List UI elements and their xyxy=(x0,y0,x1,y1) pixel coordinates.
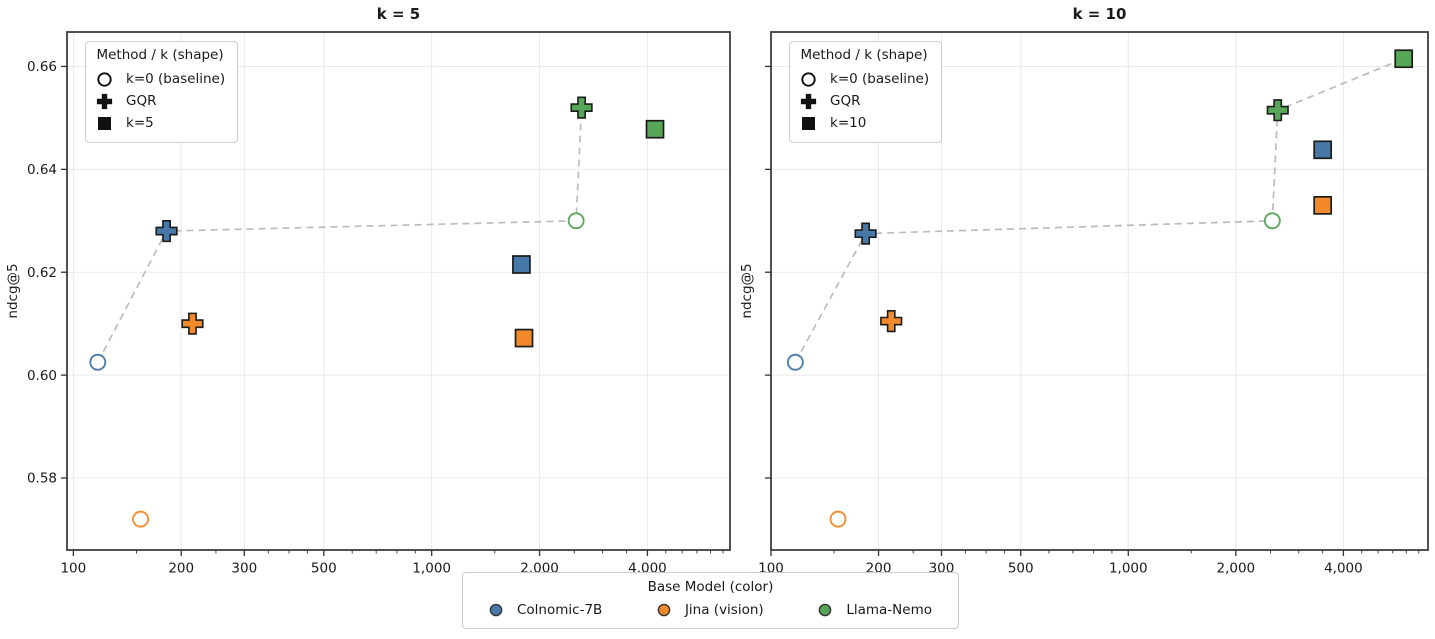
legend-title: Method / k (shape) xyxy=(800,47,928,63)
legend-item-k: k=5 xyxy=(95,113,225,135)
plot-frame xyxy=(770,31,1429,551)
data-point-circle xyxy=(89,353,107,371)
data-point-plus xyxy=(181,312,204,335)
y-axis-label: ndcg@5 xyxy=(5,263,21,318)
data-point-plus xyxy=(880,309,903,333)
plus-marker-icon xyxy=(96,93,113,110)
legend-item-gqr: GQR xyxy=(799,91,929,113)
legend-item-label: GQR xyxy=(830,92,861,109)
x-tick-label: 2,000 xyxy=(1217,561,1256,577)
legend-item-label: k=0 (baseline) xyxy=(830,70,930,87)
y-tick-label: 0.62 xyxy=(27,265,57,281)
y-tick-label: 0.58 xyxy=(27,471,57,487)
x-tick-label: 500 xyxy=(1008,561,1034,577)
legend-title: Method / k (shape) xyxy=(96,47,224,63)
legend-item-jina: Jina (vision) xyxy=(657,602,764,618)
legend-item-baseline: k=0 (baseline) xyxy=(799,69,929,91)
y-axis-label: ndcg@5 xyxy=(739,263,755,318)
legend-item-label: k=5 xyxy=(126,114,154,131)
legend-item-k: k=10 xyxy=(799,113,929,135)
circle-marker-icon xyxy=(801,72,816,87)
legend-item-label: k=0 (baseline) xyxy=(126,70,226,87)
x-tick-label: 1,000 xyxy=(1109,561,1148,577)
data-point-circle xyxy=(132,510,149,528)
pareto-frontier-line xyxy=(97,107,583,363)
circle-marker-icon xyxy=(97,72,112,87)
llama-color-dot-icon xyxy=(819,603,832,617)
legend-title: Base Model (color) xyxy=(647,579,774,595)
jina-color-dot-icon xyxy=(657,603,671,617)
x-tick-label: 300 xyxy=(231,561,257,577)
x-tick-label: 4,000 xyxy=(1324,561,1363,577)
data-point-plus xyxy=(854,222,877,245)
panel-title: k = 5 xyxy=(377,5,420,23)
data-point-plus xyxy=(1266,99,1289,122)
data-point-circle xyxy=(1263,212,1281,230)
data-point-square xyxy=(1313,140,1333,160)
data-point-square xyxy=(645,119,665,139)
data-point-plus xyxy=(155,219,178,243)
legend-base-model: Base Model (color) Colnomic-7B Jina (vis… xyxy=(462,572,959,629)
data-point-square xyxy=(1313,196,1333,215)
y-tick-label: 0.64 xyxy=(27,162,57,178)
x-tick-label: 100 xyxy=(60,561,86,577)
panel-title: k = 10 xyxy=(1073,5,1127,23)
legend-method-k5: Method / k (shape) k=0 (baseline) GQR k=… xyxy=(85,41,239,143)
legend-item-label: Jina (vision) xyxy=(684,602,764,618)
y-tick-label: 0.60 xyxy=(27,368,57,384)
data-point-circle xyxy=(786,353,804,371)
data-point-plus xyxy=(570,96,593,119)
legend-items: Colnomic-7B Jina (vision) Llama-Nemo xyxy=(463,595,958,618)
y-tick-label: 0.66 xyxy=(27,59,57,75)
legend-item-baseline: k=0 (baseline) xyxy=(95,69,225,91)
data-point-square xyxy=(514,328,534,348)
legend-item-label: Colnomic-7B xyxy=(517,602,603,618)
square-marker-icon xyxy=(802,117,815,130)
square-marker-icon xyxy=(98,117,111,130)
legend-item-label: GQR xyxy=(126,92,157,109)
colnomic-color-dot-icon xyxy=(489,603,503,617)
legend-item-gqr: GQR xyxy=(95,91,225,113)
data-point-square xyxy=(512,255,531,274)
data-point-circle xyxy=(829,510,847,528)
plus-marker-icon xyxy=(800,93,817,110)
x-tick-label: 1,000 xyxy=(412,561,451,577)
data-point-circle xyxy=(567,212,585,230)
x-tick-label: 200 xyxy=(168,561,194,577)
legend-method-k10: Method / k (shape) k=0 (baseline) GQR k=… xyxy=(789,41,943,143)
legend-item-colnomic: Colnomic-7B xyxy=(489,602,602,618)
plot-frame xyxy=(66,31,731,551)
data-point-square xyxy=(1394,49,1414,69)
x-tick-label: 500 xyxy=(311,561,337,577)
legend-item-label: k=10 xyxy=(830,114,867,131)
legend-item-label: Llama-Nemo xyxy=(846,602,932,618)
legend-item-llama: Llama-Nemo xyxy=(818,602,932,618)
